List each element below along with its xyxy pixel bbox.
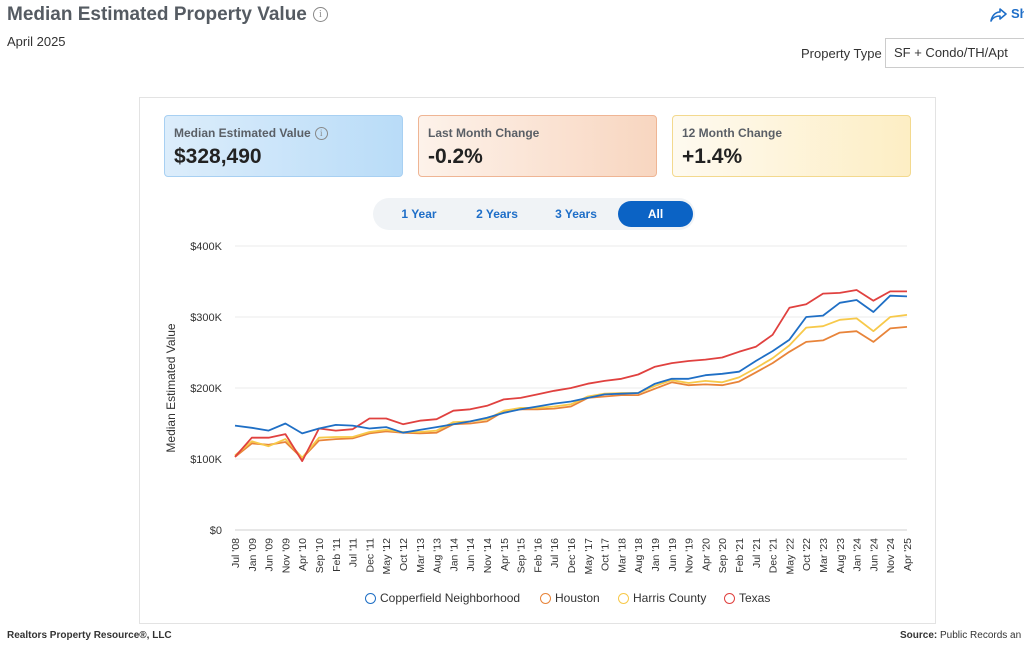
median-value-label: Median Estimated Value — [174, 126, 311, 140]
x-tick-label: Feb '16 — [532, 538, 544, 573]
x-tick-label: Apr '25 — [902, 538, 914, 571]
x-tick-label: Jun '14 — [465, 538, 477, 572]
time-range-selector: 1 Year 2 Years 3 Years All — [373, 198, 695, 230]
x-tick-label: Feb '11 — [331, 538, 343, 572]
x-tick-label: Sep '20 — [717, 538, 729, 573]
property-type-select[interactable]: SF + Condo/TH/Apt — [885, 38, 1024, 68]
legend-marker — [540, 593, 551, 605]
x-tick-label: Jul '08 — [230, 538, 242, 568]
x-tick-label: Mar '18 — [616, 538, 628, 573]
range-3-years-button[interactable]: 3 Years — [555, 207, 597, 221]
twelve-month-change-value: +1.4% — [682, 145, 743, 168]
legend-item-harris-county[interactable]: Harris County — [618, 591, 706, 605]
x-tick-label: Jan '19 — [650, 538, 662, 572]
legend-label: Texas — [739, 591, 771, 605]
chart-panel — [139, 97, 936, 624]
x-tick-label: Jan '09 — [247, 538, 259, 572]
last-month-change-value: -0.2% — [428, 145, 483, 168]
x-tick-label: Dec '16 — [566, 538, 578, 573]
twelve-month-change-card: 12 Month Change +1.4% — [672, 115, 911, 177]
x-tick-label: Jan '24 — [852, 538, 864, 572]
x-tick-label: Mar '13 — [415, 538, 427, 573]
x-tick-label: May '22 — [784, 538, 796, 575]
series-line-houston — [234, 326, 908, 460]
y-tick-label: $100K — [190, 454, 222, 466]
x-tick-label: Apr '10 — [297, 538, 309, 571]
property-type-label: Property Type — [801, 46, 882, 61]
footer-company-suffix: ®, LLC — [139, 630, 172, 641]
page-title: Median Estimated Property Value i — [7, 4, 328, 26]
y-axis-title: Median Estimated Value — [164, 323, 178, 453]
share-button[interactable]: Sh — [990, 6, 1024, 22]
x-tick-label: Oct '22 — [801, 538, 813, 571]
x-tick-label: Sep '10 — [314, 538, 326, 573]
x-tick-label: Nov '14 — [482, 538, 494, 573]
x-tick-label: Jun '19 — [667, 538, 679, 572]
x-tick-label: Jul '21 — [751, 538, 763, 568]
x-tick-label: May '17 — [583, 538, 595, 575]
twelve-month-change-label: 12 Month Change — [682, 126, 783, 140]
y-tick-label: $400K — [190, 241, 222, 253]
x-tick-label: Nov '19 — [684, 538, 696, 573]
legend-label: Copperfield Neighborhood — [380, 591, 521, 605]
x-tick-label: Oct '12 — [398, 538, 410, 571]
x-tick-label: Mar '23 — [818, 538, 830, 573]
legend-marker — [724, 593, 735, 605]
legend-label: Houston — [555, 591, 600, 605]
info-icon[interactable]: i — [314, 127, 328, 141]
last-month-change-label: Last Month Change — [428, 126, 540, 140]
x-tick-label: Dec '21 — [768, 538, 780, 573]
legend-item-texas[interactable]: Texas — [724, 591, 770, 605]
footer-attribution: Realtors Property Resource®, LLC — [7, 630, 172, 641]
y-tick-label: $0 — [210, 525, 222, 537]
x-tick-label: Dec '11 — [364, 538, 376, 573]
x-tick-label: Oct '17 — [600, 538, 612, 571]
source-label: Source: — [900, 630, 938, 641]
x-tick-label: Aug '13 — [432, 538, 444, 573]
legend-item-houston[interactable]: Houston — [540, 591, 600, 605]
y-tick-label: $200K — [190, 383, 222, 395]
series-line-harris-county — [234, 314, 908, 459]
x-tick-label: Apr '15 — [499, 538, 511, 571]
x-tick-label: Sep '15 — [516, 538, 528, 573]
range-1-year-button[interactable]: 1 Year — [401, 207, 437, 221]
legend-marker — [618, 593, 629, 605]
x-tick-label: Jan '14 — [448, 538, 460, 572]
legend-label: Harris County — [633, 591, 707, 605]
y-tick-label: $300K — [190, 312, 222, 324]
series-line-texas — [234, 289, 907, 463]
card-label: Median Estimated Value i — [174, 126, 393, 141]
footer-company: Realtors Property Resource — [7, 630, 140, 641]
x-tick-label: Jun '24 — [868, 538, 880, 572]
share-icon — [990, 7, 1007, 22]
legend-item-copperfield[interactable]: Copperfield Neighborhood — [365, 591, 520, 605]
page-subtitle: April 2025 — [7, 34, 66, 49]
median-value-card: Median Estimated Value i $328,490 — [164, 115, 403, 177]
x-tick-label: Feb '21 — [734, 538, 746, 573]
x-tick-label: Jul '11 — [348, 538, 360, 567]
last-month-change-card: Last Month Change -0.2% — [418, 115, 657, 177]
x-tick-label: Jul '16 — [549, 538, 561, 568]
info-icon[interactable]: i — [312, 7, 328, 23]
x-tick-label: Aug '23 — [835, 538, 847, 573]
x-tick-label: Apr '20 — [700, 538, 712, 571]
source-text: Public Records an — [940, 630, 1022, 641]
legend-marker — [365, 593, 376, 605]
median-value-amount: $328,490 — [174, 145, 262, 169]
page-title-text: Median Estimated Property Value — [7, 4, 307, 25]
range-2-years-button[interactable]: 2 Years — [476, 207, 518, 221]
x-tick-label: Jun '09 — [264, 538, 276, 572]
range-all-button[interactable]: All — [618, 201, 693, 227]
share-label: Sh — [1011, 6, 1024, 21]
x-tick-label: Nov '09 — [280, 538, 292, 573]
series-line-copperfield-neighborhood — [234, 294, 908, 435]
x-tick-label: May '12 — [381, 538, 393, 575]
x-tick-label: Aug '18 — [633, 538, 645, 573]
x-tick-label: Nov '24 — [885, 538, 897, 573]
footer-source: Source: Public Records an — [900, 630, 1021, 641]
